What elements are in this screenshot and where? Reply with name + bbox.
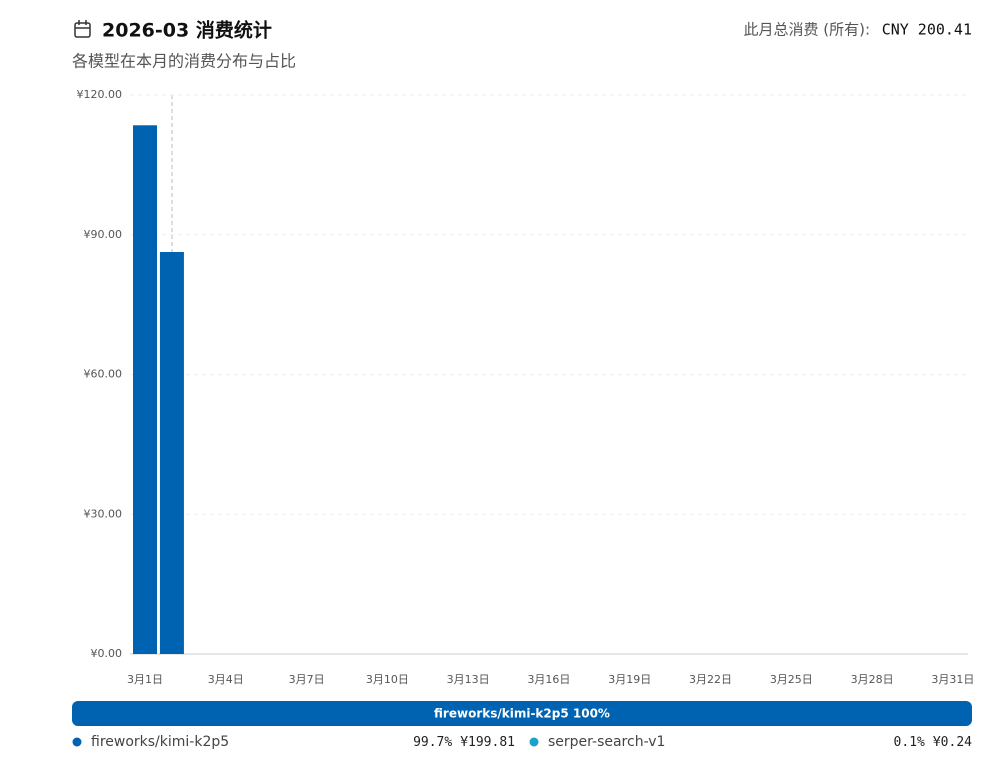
legend-name: serper-search-v1 xyxy=(548,734,665,750)
total-label: 此月总消费 (所有): xyxy=(743,21,870,39)
legend-dot xyxy=(529,737,539,747)
y-tick-label: ¥0.00 xyxy=(91,647,123,660)
x-tick-label: 3月16日 xyxy=(527,673,570,686)
legend-value: 0.1% ¥0.24 xyxy=(894,735,973,750)
total-value: CNY 200.41 xyxy=(882,21,972,39)
x-tick-label: 3月4日 xyxy=(208,673,244,686)
bar xyxy=(159,251,184,654)
x-tick-label: 3月19日 xyxy=(608,673,651,686)
bar xyxy=(133,125,157,654)
legend-dot xyxy=(72,737,82,747)
x-tick-label: 3月13日 xyxy=(447,673,490,686)
legend-name: fireworks/kimi-k2p5 xyxy=(91,734,229,750)
x-tick-label: 3月7日 xyxy=(289,673,325,686)
subtitle: 各模型在本月的消费分布与占比 xyxy=(72,52,296,71)
y-tick-label: ¥30.00 xyxy=(84,507,123,520)
share-bar[interactable] xyxy=(72,701,972,726)
x-tick-label: 3月10日 xyxy=(366,673,409,686)
legend-value: 99.7% ¥199.81 xyxy=(413,735,515,750)
x-tick-label: 3月1日 xyxy=(127,673,163,686)
y-tick-label: ¥120.00 xyxy=(77,88,123,101)
legend-percent: 99.7% xyxy=(413,735,452,750)
x-tick-label: 3月28日 xyxy=(851,673,894,686)
y-tick-label: ¥60.00 xyxy=(84,368,123,381)
share-bar-label: fireworks/kimi-k2p5 100% xyxy=(434,707,610,721)
page-title: 2026-03 消费统计 xyxy=(102,19,272,42)
calendar-icon xyxy=(74,20,91,38)
x-tick-label: 3月22日 xyxy=(689,673,732,686)
legend-amount: ¥0.24 xyxy=(933,735,972,750)
legend-amount: ¥199.81 xyxy=(460,735,515,750)
x-tick-label: 3月25日 xyxy=(770,673,813,686)
y-tick-label: ¥90.00 xyxy=(84,228,123,241)
legend-percent: 0.1% xyxy=(894,735,925,750)
x-tick-label: 3月31日 xyxy=(931,673,974,686)
